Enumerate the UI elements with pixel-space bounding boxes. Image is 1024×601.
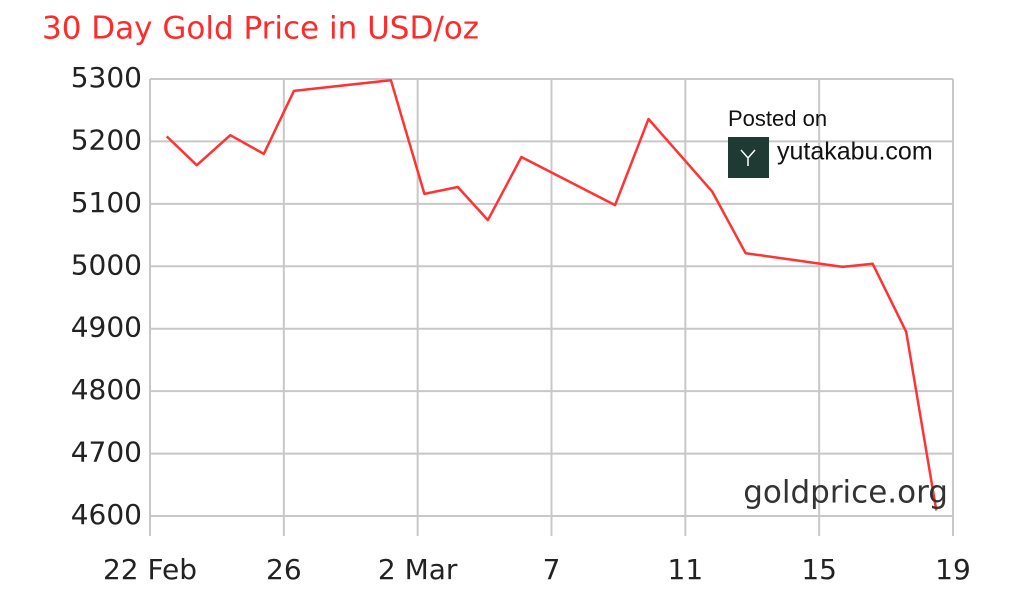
x-tick-label: 7 <box>543 553 561 586</box>
chart-title: 30 Day Gold Price in USD/oz <box>42 11 479 47</box>
watermark-text: yutakabu.com <box>777 138 933 166</box>
plot-area: 4600 4700 4800 4900 5000 5100 5200 5300 22 Feb 26… <box>71 61 971 586</box>
x-tick-label: 11 <box>668 553 704 586</box>
x-tick-label: 15 <box>801 553 837 586</box>
watermark-text: Posted on <box>728 106 827 131</box>
x-tick-label: 2 Mar <box>378 553 458 586</box>
y-tick-label: 5300 <box>71 61 142 94</box>
y-tick-label: 4600 <box>71 498 142 531</box>
x-tick-label: 26 <box>266 553 302 586</box>
y-tick-label: 5000 <box>71 248 142 281</box>
y-tick-label: 5100 <box>71 186 142 219</box>
y-tick-label: 4900 <box>71 311 142 344</box>
y-tick-label: 4700 <box>71 436 142 469</box>
watermark-logo-mark <box>740 149 756 166</box>
price-line <box>165 78 938 511</box>
x-tick-label: 19 <box>935 553 971 586</box>
y-tick-label: 5200 <box>71 123 142 156</box>
y-tick-label: 4800 <box>71 373 142 406</box>
source-label: goldprice.org <box>743 475 948 511</box>
x-tick-label: 22 Feb <box>103 553 197 586</box>
